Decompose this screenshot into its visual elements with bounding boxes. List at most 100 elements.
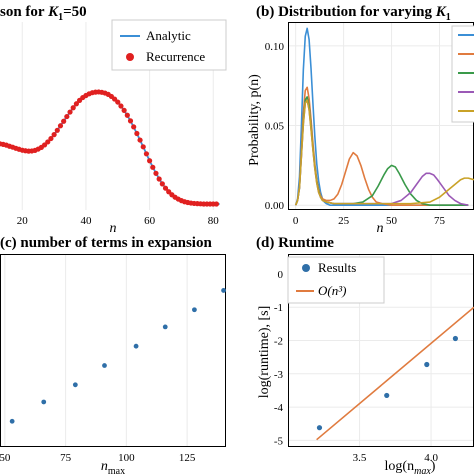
recurrence-point [121, 107, 127, 113]
y-tick-label: 0.05 [265, 121, 285, 133]
panel-a-x-axis-label: n [110, 221, 117, 236]
recurrence-point [67, 109, 73, 115]
term-count-point [102, 363, 107, 368]
recurrence-point [54, 127, 60, 133]
recurrence-point [115, 99, 121, 105]
term-count-point [41, 399, 47, 405]
recurrence-point [150, 164, 156, 170]
plot-frame [0, 254, 226, 447]
x-tick-label: 25 [338, 215, 350, 227]
y-tick-label: 0 [278, 269, 284, 281]
x-tick-label: 0 [293, 215, 299, 227]
x-tick-label: 80 [208, 215, 220, 227]
x-tick-label: 3.5 [353, 452, 367, 464]
panel-b-marks [288, 22, 474, 210]
panel-b-x-axis-label: n [377, 221, 384, 236]
panel-b-y-axis-label: Probability, p(n) [247, 74, 262, 166]
distribution-curve [294, 99, 469, 207]
legend-on3-label: O(n³) [318, 283, 346, 298]
panel-d-legend: Results O(n³) [287, 256, 385, 304]
panel-a-legend: Analytic Recurrence [111, 19, 227, 71]
on3-reference-line [316, 306, 474, 441]
recurrence-point [153, 170, 159, 176]
panel-b-title: (b) Distribution for varying K1 [256, 4, 451, 23]
recurrence-point [64, 113, 70, 120]
x-tick-label: 20 [17, 215, 29, 227]
panel-b-tick-labels: 0 25 50 75 0.00 0.05 0.10 [265, 41, 446, 227]
x-tick-label: 40 [80, 215, 92, 227]
term-count-point [221, 288, 226, 293]
recurrence-point [73, 101, 79, 107]
legend-analytic-label: Analytic [146, 28, 191, 43]
term-count-point [9, 418, 15, 424]
term-count-point [162, 324, 168, 330]
recurrence-point [159, 181, 165, 187]
y-tick-label: 0.10 [265, 41, 285, 53]
runtime-result-point [384, 392, 390, 399]
panel-c: (c) number of terms in expansion 50 75 100… [0, 235, 226, 474]
y-tick-label: -1 [274, 302, 283, 314]
recurrence-point [51, 132, 57, 138]
panel-a-legend-box [111, 19, 227, 71]
panel-a-x-tick-labels: 20 40 60 80 [17, 215, 219, 227]
panel-b-legend [451, 25, 474, 123]
distribution-curve [294, 27, 469, 207]
panel-c-x-tick-labels: 50 75 100 125 [0, 452, 196, 464]
recurrence-point [127, 118, 134, 124]
legend-results-swatch [302, 264, 310, 272]
panel-c-x-axis-label: nmax [101, 459, 125, 474]
recurrence-point [162, 185, 169, 191]
distribution-curve [294, 86, 469, 207]
analytic-curve [0, 91, 220, 205]
recurrence-point [70, 105, 76, 111]
recurrence-point [147, 158, 153, 164]
panel-a-marks [0, 89, 220, 207]
recurrence-point [131, 124, 137, 130]
panel-d-tick-labels: 3.5 4.0 -5 -4 -3 -2 -1 0 [274, 269, 439, 464]
term-count-point [133, 343, 139, 349]
panel-d-x-axis-label: log(nmax) [385, 459, 436, 474]
panel-d-title: (d) Runtime [256, 235, 334, 251]
panel-b: (b) Distribution for varying K1 0 25 50 750… [247, 4, 474, 236]
term-count-point [192, 307, 197, 313]
y-tick-label: -2 [274, 336, 283, 348]
runtime-result-point [452, 335, 458, 342]
distribution-curve [294, 96, 469, 207]
recurrence-point [134, 130, 140, 137]
y-tick-label: -3 [274, 369, 284, 381]
x-tick-label: 125 [179, 452, 196, 464]
recurrence-point [118, 103, 124, 109]
y-tick-label: -4 [274, 402, 284, 414]
term-count-point [72, 382, 78, 388]
y-tick-label: 0.00 [265, 200, 285, 212]
recurrence-point [61, 118, 67, 124]
runtime-result-point [316, 425, 323, 431]
panel-b-grid [288, 22, 474, 210]
panel-a-title: son for K1=50 [0, 4, 87, 23]
x-tick-label: 50 [0, 452, 11, 464]
distribution-curve [294, 99, 474, 206]
recurrence-point [143, 151, 150, 157]
x-tick-label: 60 [144, 215, 156, 227]
recurrence-point [137, 137, 143, 143]
legend-recurrence-label: Recurrence [146, 49, 205, 64]
panel-c-title: (c) number of terms in expansion [0, 235, 212, 251]
recurrence-point [48, 135, 54, 142]
runtime-result-point [424, 361, 430, 368]
x-tick-label: 100 [118, 452, 135, 464]
panel-c-marks [0, 254, 226, 447]
panel-d-y-axis-label: log(runtime), [s] [257, 306, 272, 399]
x-tick-label: 75 [434, 215, 446, 227]
x-tick-label: 75 [60, 452, 72, 464]
panel-c-grid [4, 254, 188, 447]
recurrence-point [140, 144, 146, 150]
recurrence-point [156, 176, 162, 182]
panel-a: son for K1=50 20 40 60 80 n Analytic Recurr… [0, 4, 227, 236]
y-tick-label: -5 [274, 435, 284, 447]
legend-results-label: Results [318, 260, 356, 275]
x-tick-label: 50 [386, 215, 398, 227]
legend-recurrence-swatch [126, 53, 134, 61]
recurrence-point [213, 201, 220, 207]
recurrence-point [57, 123, 64, 129]
